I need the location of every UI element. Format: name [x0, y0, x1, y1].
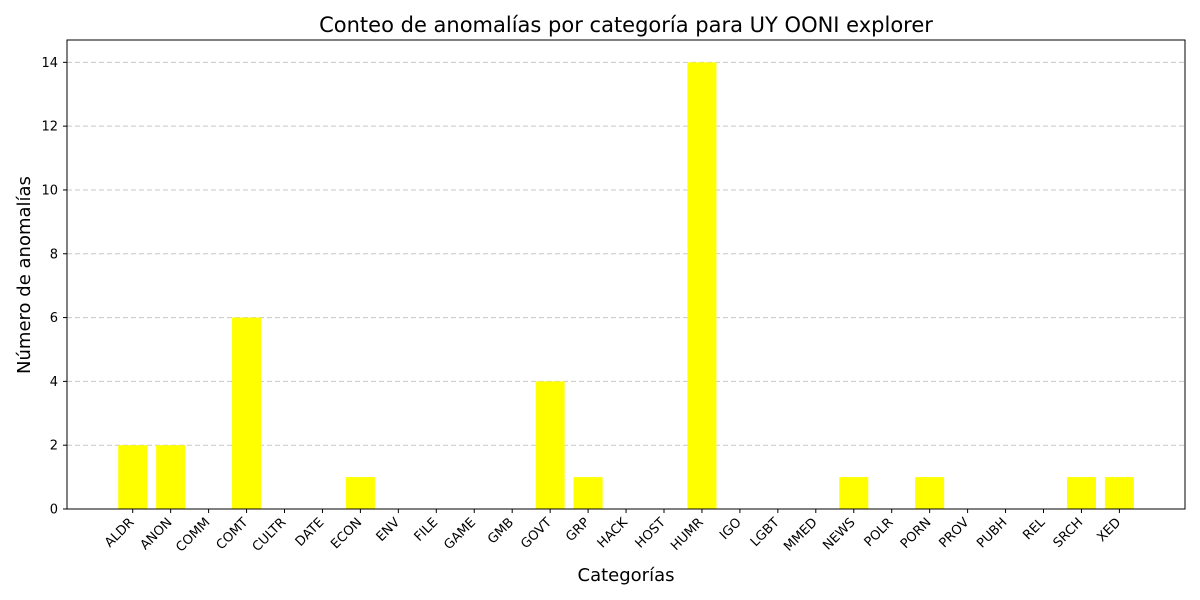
x-tick-label: ANON: [138, 515, 176, 553]
bar: [573, 477, 603, 509]
x-tick-label: GMB: [485, 515, 517, 547]
x-tick-label: XED: [1094, 515, 1124, 545]
x-tick-label: COMT: [214, 515, 252, 553]
x-tick-label: HOST: [633, 515, 669, 551]
x-tick-label: FILE: [412, 515, 442, 545]
y-tick-label: 4: [50, 375, 58, 390]
x-tick-label: HACK: [595, 515, 631, 551]
x-tick-label: MMED: [781, 515, 820, 554]
y-tick-label: 8: [50, 247, 58, 262]
y-tick-label: 2: [50, 439, 58, 454]
x-tick-label: GAME: [441, 515, 479, 553]
bar: [118, 445, 148, 509]
x-tick-label: PROV: [937, 515, 973, 551]
bar: [915, 477, 945, 509]
y-axis: 0 2 4 6 8 10 12 14: [41, 56, 67, 518]
x-tick-label: ENV: [374, 515, 404, 545]
x-tick-label: ECON: [328, 515, 365, 552]
bar: [345, 477, 375, 509]
bar: [839, 477, 869, 509]
y-axis-label: Número de anomalías: [14, 176, 35, 374]
x-tick-label: GRP: [563, 515, 593, 545]
x-tick-label: PORN: [898, 515, 935, 552]
bar: [232, 317, 262, 509]
x-tick-label: POLR: [862, 515, 897, 550]
x-tick-label: ALDR: [102, 515, 137, 550]
bar: [535, 381, 565, 509]
x-tick-label: REL: [1020, 515, 1048, 543]
y-tick-label: 12: [41, 120, 58, 135]
y-tick-label: 6: [50, 311, 58, 326]
x-tick-label: COMM: [173, 515, 213, 555]
x-tick-label: PUBH: [974, 515, 1010, 551]
x-tick-label: SRCH: [1051, 515, 1087, 551]
x-tick-label: HUMR: [668, 515, 707, 554]
x-tick-label: DATE: [293, 515, 328, 550]
bar: [1104, 477, 1134, 509]
x-tick-label: CULTR: [250, 515, 290, 555]
x-tick-label: NEWS: [820, 515, 858, 553]
bar: [687, 62, 717, 509]
y-tick-label: 0: [50, 503, 58, 518]
bar: [1066, 477, 1096, 509]
bars: [118, 62, 1134, 509]
x-tick-label: LGBT: [748, 515, 783, 550]
bar: [156, 445, 186, 509]
x-tick-label: GOVT: [518, 515, 555, 552]
chart-title: Conteo de anomalías por categoría para U…: [319, 13, 933, 37]
x-axis-label: Categorías: [578, 565, 675, 586]
x-tick-label: IGO: [717, 515, 745, 543]
y-tick-label: 10: [41, 183, 58, 198]
y-tick-label: 14: [41, 56, 58, 71]
